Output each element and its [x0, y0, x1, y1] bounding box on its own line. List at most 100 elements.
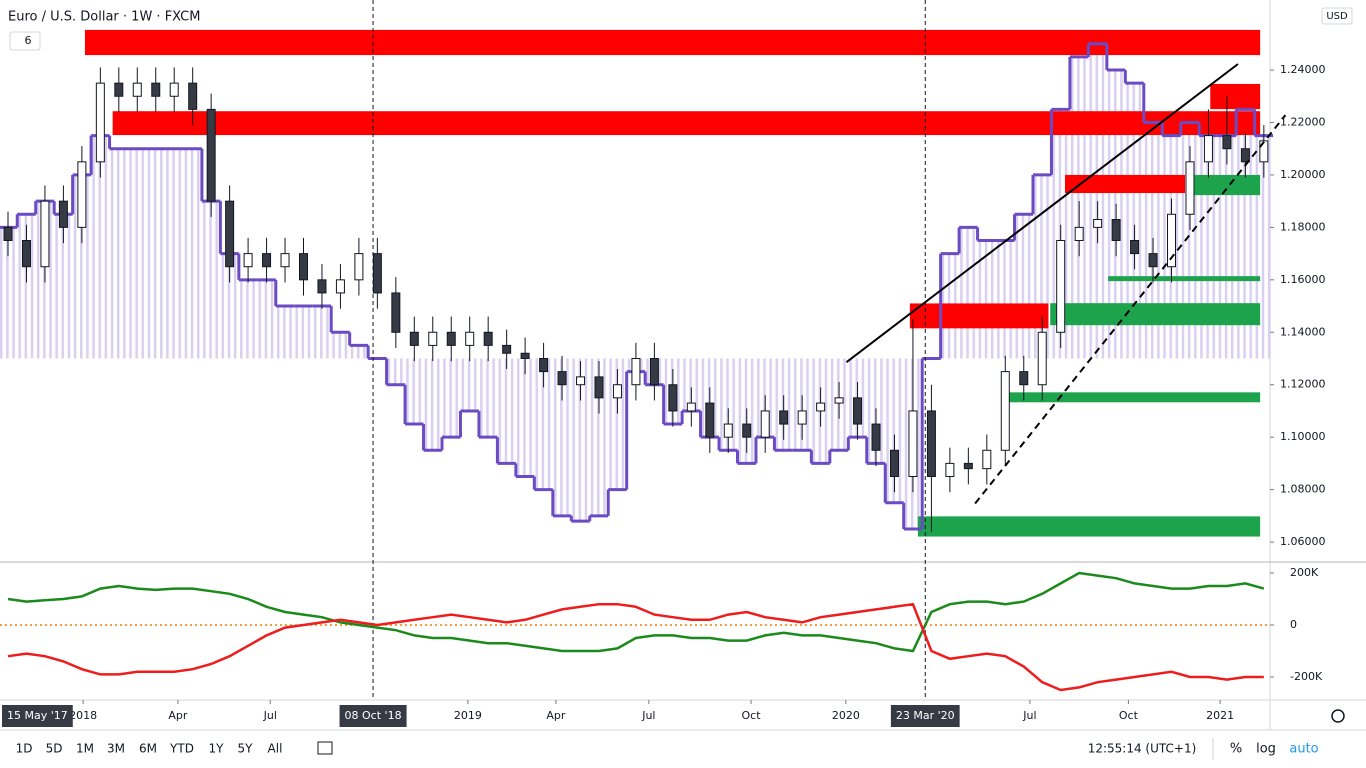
date-highlight — [2, 705, 73, 727]
candle-body — [779, 410, 789, 425]
date-highlight-label: 08 Oct '18 — [345, 709, 402, 722]
candle-body — [816, 402, 826, 412]
date-range-icon[interactable] — [317, 741, 333, 755]
indicator-badge[interactable] — [9, 31, 41, 51]
candle-body — [465, 331, 475, 346]
histogram-bar — [17, 214, 36, 359]
range-button[interactable]: 6M — [139, 742, 157, 756]
histogram-bar — [977, 240, 997, 359]
zone — [84, 29, 1261, 56]
histogram-bar — [534, 358, 553, 490]
candle-body — [853, 397, 863, 425]
candle-body — [225, 200, 235, 268]
x-tick-label: Jul — [641, 709, 655, 722]
histogram-bar — [719, 358, 738, 451]
candle-body — [908, 410, 918, 478]
candle-body — [760, 410, 770, 438]
date-highlight — [339, 705, 407, 727]
candle-body — [58, 200, 68, 228]
range-button[interactable]: 5Y — [238, 742, 254, 756]
x-tick-label: Apr — [546, 709, 566, 722]
y-tick-label: 0 — [1290, 618, 1297, 631]
candle-body — [668, 384, 678, 412]
y-tick-label: 1.18000 — [1280, 220, 1326, 233]
range-button[interactable]: 1Y — [209, 742, 225, 756]
candle-body — [742, 423, 752, 438]
candle-body — [206, 108, 216, 202]
zone — [1050, 303, 1261, 326]
candle-body — [631, 358, 641, 386]
y-tick-label: 1.20000 — [1280, 168, 1326, 181]
candle-body — [926, 410, 936, 478]
candle-body — [1130, 239, 1140, 255]
range-button[interactable]: 1M — [76, 742, 94, 756]
histogram-bar — [331, 332, 350, 359]
range-button[interactable]: All — [268, 742, 283, 756]
histogram-bar — [1125, 83, 1144, 359]
histogram-bar — [164, 148, 184, 359]
candle-body — [1019, 371, 1029, 386]
auto-toggle[interactable]: auto — [1289, 742, 1318, 757]
x-tick-label: 2021 — [1206, 709, 1234, 722]
log-toggle[interactable]: log — [1256, 742, 1276, 757]
candle-body — [335, 279, 345, 294]
candle-body — [945, 462, 955, 478]
indicator-line — [7, 602, 1264, 692]
histogram-bar — [1014, 214, 1033, 359]
candle-body — [391, 292, 401, 333]
candle-body — [1000, 371, 1010, 451]
range-button[interactable]: YTD — [169, 742, 194, 756]
candle-body — [594, 376, 604, 399]
x-tick-label: Jul — [1022, 709, 1036, 722]
y-tick-label: -200K — [1290, 670, 1323, 683]
zone — [1065, 174, 1186, 194]
candle-body — [95, 82, 105, 163]
histogram-bar — [257, 279, 276, 359]
settings-icon[interactable] — [1331, 709, 1345, 723]
histogram-bar — [312, 306, 332, 359]
y-tick-label: 1.14000 — [1280, 325, 1326, 338]
zone — [1108, 276, 1261, 282]
y-tick-label: 1.10000 — [1280, 430, 1326, 443]
range-button[interactable]: 1D — [16, 742, 33, 756]
candle-body — [539, 358, 549, 373]
candle-body — [1185, 161, 1195, 215]
percent-toggle[interactable]: % — [1230, 742, 1242, 757]
x-tick-label: 2018 — [69, 709, 97, 722]
candle-body — [1203, 135, 1213, 163]
zone — [1005, 392, 1261, 403]
range-button[interactable]: 3M — [107, 742, 125, 756]
candle-body — [1056, 239, 1066, 333]
currency-badge[interactable] — [1321, 7, 1353, 25]
candle-body — [446, 331, 456, 346]
y-tick-label: 1.22000 — [1280, 115, 1326, 128]
candle-body — [114, 82, 124, 97]
x-tick-label: Jul — [263, 709, 277, 722]
candle-body — [1111, 219, 1121, 241]
zone — [1210, 83, 1261, 110]
candle-body — [21, 239, 31, 268]
candle-body — [1259, 140, 1269, 163]
candle-body — [483, 331, 493, 346]
histogram-bar — [0, 227, 18, 359]
y-tick-label: 1.16000 — [1280, 273, 1326, 286]
histogram-bar — [238, 279, 258, 359]
histogram-bar — [682, 358, 701, 411]
candle-body — [705, 402, 715, 438]
histogram-bar — [91, 135, 110, 359]
histogram-bar — [608, 358, 627, 490]
zone — [917, 516, 1261, 537]
candle-body — [1148, 253, 1158, 268]
x-tick-label: 2019 — [454, 709, 482, 722]
histogram-bar — [220, 253, 239, 359]
histogram-bar — [183, 148, 202, 359]
zone — [112, 111, 1261, 136]
y-tick-label: 1.06000 — [1280, 535, 1326, 548]
histogram-bar — [552, 358, 572, 516]
candle-body — [169, 82, 179, 97]
candle-body — [40, 200, 50, 268]
trendline — [845, 63, 1239, 363]
histogram-bar — [515, 358, 535, 477]
histogram-bar — [423, 358, 443, 451]
range-button[interactable]: 5D — [46, 742, 63, 756]
